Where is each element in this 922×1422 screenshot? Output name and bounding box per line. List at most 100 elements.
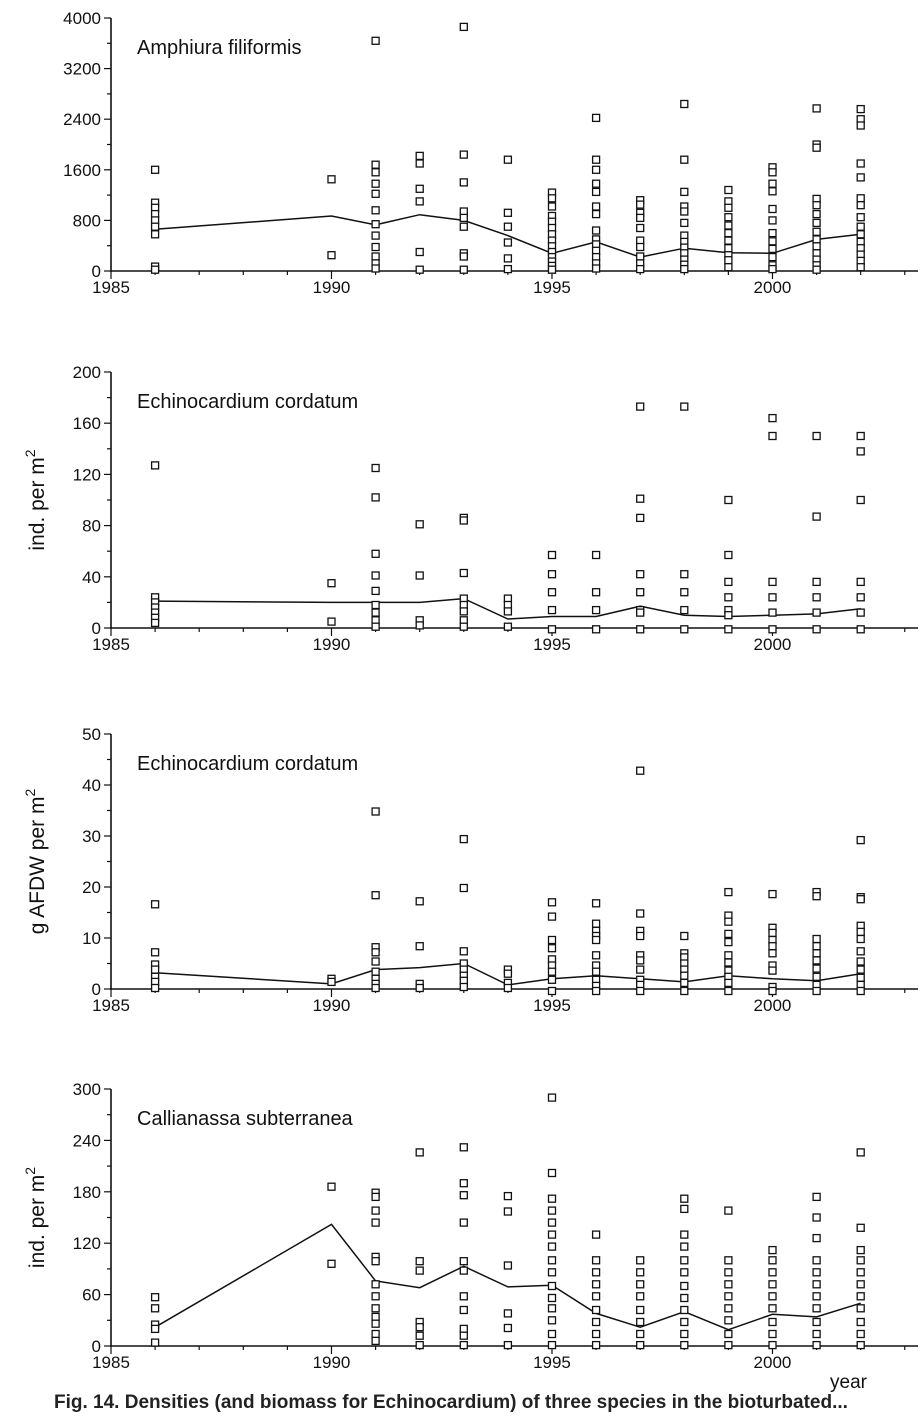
data-point <box>812 209 821 219</box>
y-tick-label: 120 <box>73 465 101 484</box>
data-point <box>371 1319 380 1328</box>
y-tick-label: 0 <box>92 262 101 281</box>
data-point <box>415 197 424 206</box>
data-point <box>459 213 468 223</box>
data-point <box>459 607 468 616</box>
data-point <box>547 1218 557 1227</box>
x-tick-label: 2000 <box>754 635 792 654</box>
data-point <box>856 230 865 239</box>
data-point <box>150 265 160 274</box>
data-point <box>371 220 380 229</box>
data-point <box>724 244 733 253</box>
data-point <box>856 625 865 634</box>
y-tick-label: 0 <box>92 1337 101 1356</box>
data-point <box>547 1329 557 1339</box>
data-point <box>680 588 689 597</box>
data-point <box>591 155 601 164</box>
data-point <box>150 1293 160 1302</box>
data-point <box>371 1280 380 1289</box>
y-tick-label: 160 <box>73 414 101 433</box>
data-point <box>503 254 513 263</box>
mean-line <box>155 962 861 986</box>
data-point <box>768 228 777 238</box>
data-point <box>636 588 645 597</box>
data-point <box>812 1213 821 1222</box>
data-point <box>768 244 777 254</box>
data-point <box>503 983 513 993</box>
data-point <box>812 577 821 587</box>
data-point <box>856 835 865 845</box>
data-point <box>591 179 601 188</box>
data-point <box>680 1256 689 1265</box>
data-point <box>547 967 557 976</box>
data-point <box>680 1340 689 1350</box>
data-point <box>856 263 865 272</box>
data-point <box>371 1206 380 1215</box>
data-point <box>636 200 645 209</box>
data-point <box>768 608 777 617</box>
data-point <box>503 222 513 231</box>
data-point <box>812 242 821 251</box>
data-point <box>724 1304 733 1313</box>
data-point <box>327 1182 336 1191</box>
data-point <box>636 766 645 775</box>
data-point <box>591 1292 601 1301</box>
data-point <box>150 900 160 909</box>
data-point <box>680 207 689 216</box>
y-axis-label: ind. per m2 <box>22 449 49 550</box>
data-point <box>856 159 865 168</box>
data-point <box>812 1292 821 1301</box>
data-point <box>812 986 821 996</box>
data-point <box>680 264 689 274</box>
data-point <box>768 1280 777 1289</box>
data-point <box>768 168 777 177</box>
x-tick-label: 1990 <box>313 635 351 654</box>
data-point <box>680 1230 689 1239</box>
y-tick-label: 40 <box>82 568 101 587</box>
data-point <box>680 625 689 634</box>
data-point <box>856 1148 865 1157</box>
data-point <box>680 1317 689 1327</box>
data-point <box>459 22 468 32</box>
data-point <box>591 187 601 197</box>
data-point <box>768 1268 777 1277</box>
x-tick-label: 1990 <box>313 1353 351 1372</box>
data-point <box>459 150 468 159</box>
data-point <box>812 1304 821 1313</box>
data-point <box>415 942 424 951</box>
data-point <box>636 956 645 965</box>
data-point <box>415 1340 424 1350</box>
data-point <box>459 1143 468 1152</box>
data-point <box>503 155 513 164</box>
data-point <box>680 931 689 941</box>
data-point <box>856 1317 865 1327</box>
data-point <box>636 264 645 274</box>
data-point <box>591 550 601 560</box>
data-point <box>371 463 380 473</box>
data-point <box>150 965 160 974</box>
data-point <box>636 909 645 918</box>
y-tick-label: 80 <box>82 517 101 536</box>
data-point <box>680 187 689 197</box>
data-point <box>724 951 733 960</box>
data-point <box>856 986 865 996</box>
data-point <box>856 608 865 617</box>
data-point <box>547 588 557 597</box>
data-point <box>547 1206 557 1215</box>
data-point <box>812 1233 821 1243</box>
data-point <box>680 1329 689 1339</box>
data-point <box>856 222 865 231</box>
data-point <box>459 1305 468 1315</box>
data-point <box>415 897 424 906</box>
data-point <box>856 1292 865 1301</box>
data-point <box>459 947 468 956</box>
data-point <box>591 1329 601 1339</box>
data-point <box>371 168 380 177</box>
data-point <box>591 1230 601 1239</box>
chart-panel-4: 0 60 120 180 240 300 1985 1990 1995 2000 Callianas… <box>22 1080 918 1372</box>
data-point <box>547 550 557 560</box>
y-tick-label: 0 <box>92 619 101 638</box>
data-point <box>856 1245 865 1255</box>
data-point <box>812 1256 821 1265</box>
data-point <box>459 568 468 578</box>
